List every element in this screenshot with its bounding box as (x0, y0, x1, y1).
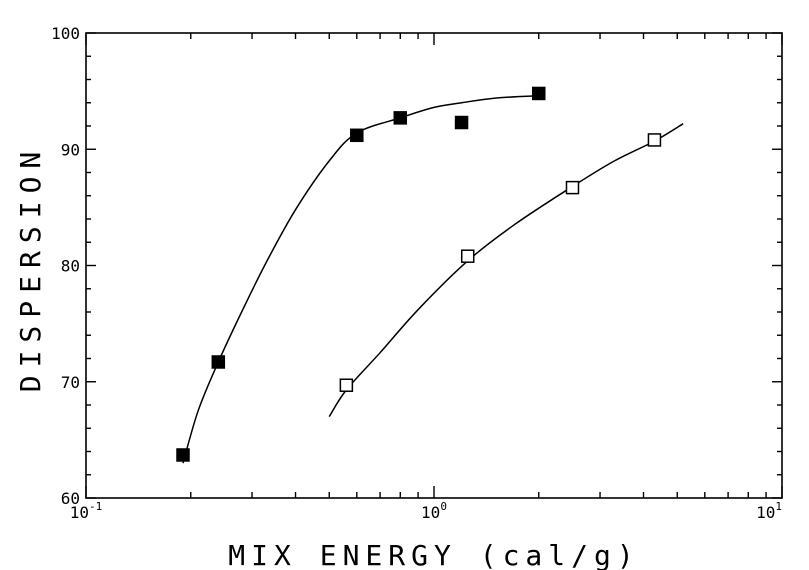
tick-labels: 60 70 80 90 100 10-1 100 101 (51, 24, 782, 522)
data-point-open-square (565, 180, 580, 195)
data-point-filled-square (454, 115, 469, 130)
axis-ticks (85, 32, 783, 499)
y-axis-title: DISPERSION (14, 144, 47, 393)
data-point-open-square (339, 378, 354, 392)
data-point-filled-square (176, 448, 190, 462)
data-point-open-square (460, 249, 475, 263)
fit-curve-series-2 (328, 123, 684, 418)
x-tick-label: 10-1 (70, 500, 103, 522)
data-point-filled-square (393, 111, 408, 125)
data-points (176, 86, 662, 462)
y-tick-label: 100 (51, 24, 80, 43)
data-point-filled-square (211, 355, 226, 369)
x-axis-title: MIX ENERGY (cal/g) (228, 539, 639, 570)
y-tick-label: 60 (61, 489, 80, 508)
plot-frame (85, 32, 783, 499)
x-tick-label: 100 (421, 500, 447, 522)
fit-curves (182, 95, 684, 464)
data-point-filled-square (532, 86, 546, 101)
fit-curve-series-1 (182, 95, 539, 464)
x-tick-label: 101 (756, 500, 782, 522)
y-tick-label: 90 (61, 140, 80, 159)
data-point-open-square (647, 133, 662, 147)
data-point-filled-square (350, 128, 364, 143)
y-tick-label: 70 (61, 373, 80, 392)
y-tick-label: 80 (61, 257, 80, 276)
